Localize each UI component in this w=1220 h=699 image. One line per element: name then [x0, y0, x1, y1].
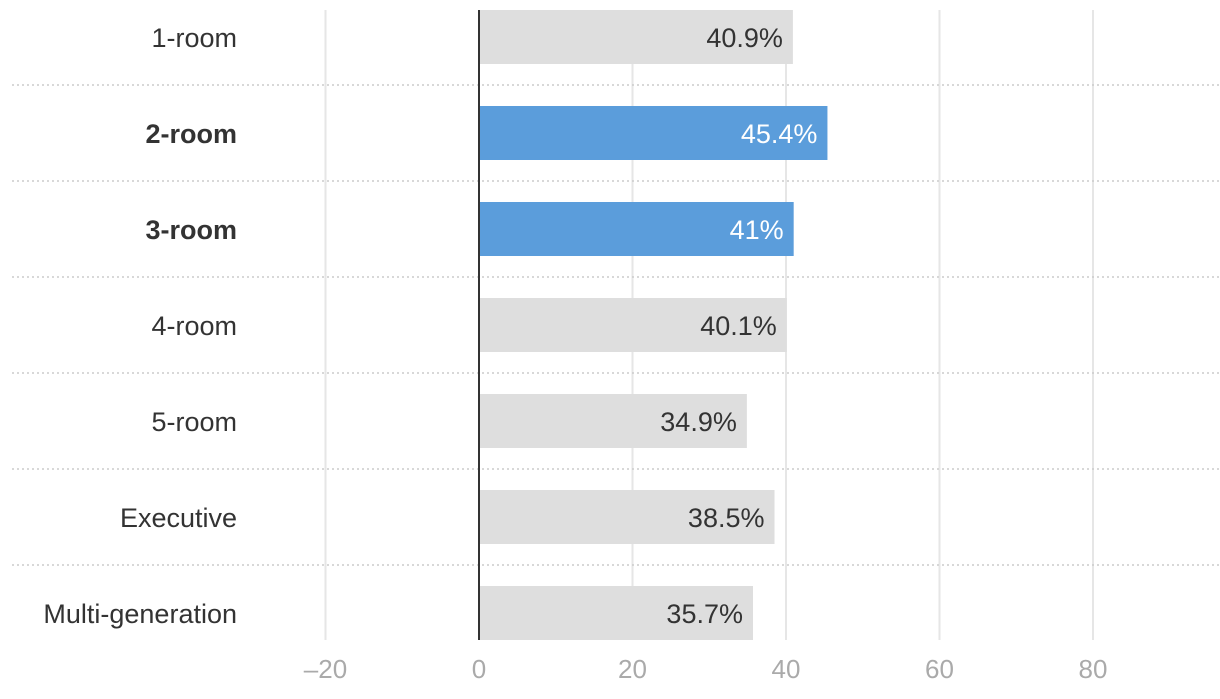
- bar-value-label: 40.1%: [700, 311, 777, 341]
- bar: [479, 10, 793, 64]
- bar: [479, 490, 775, 544]
- category-labels: 1-room 2-room 3-room 4-room 5-room Executive M…: [43, 23, 237, 629]
- bar-value-label: 45.4%: [741, 119, 818, 149]
- x-tick-label: –20: [304, 654, 347, 684]
- bar: [479, 298, 787, 352]
- category-label: 5-room: [151, 407, 237, 437]
- row-separators: [12, 84, 1220, 566]
- x-tick-label: 40: [772, 654, 801, 684]
- category-label: 4-room: [151, 311, 237, 341]
- category-label: 1-room: [151, 23, 237, 53]
- category-label: 2-room: [145, 119, 237, 149]
- x-axis-ticks: –20 0 20 40 60 80: [304, 654, 1108, 684]
- bar: [479, 202, 794, 256]
- bar-value-label: 34.9%: [660, 407, 737, 437]
- x-tick-label: 80: [1079, 654, 1108, 684]
- bars: 40.9% 45.4% 41% 40.1% 34.9% 38.5% 35.7%: [479, 10, 828, 640]
- bar-value-label: 38.5%: [688, 503, 765, 533]
- bar-value-label: 40.9%: [706, 23, 783, 53]
- bar-value-label: 35.7%: [666, 599, 743, 629]
- bar: [479, 586, 753, 640]
- category-label: Executive: [120, 503, 237, 533]
- bar: [479, 106, 828, 160]
- x-tick-label: 0: [472, 654, 486, 684]
- category-label: Multi-generation: [43, 599, 237, 629]
- x-tick-label: 20: [618, 654, 647, 684]
- bar-value-label: 41%: [730, 215, 784, 245]
- x-tick-label: 60: [925, 654, 954, 684]
- category-label: 3-room: [145, 215, 237, 245]
- bar: [479, 394, 747, 448]
